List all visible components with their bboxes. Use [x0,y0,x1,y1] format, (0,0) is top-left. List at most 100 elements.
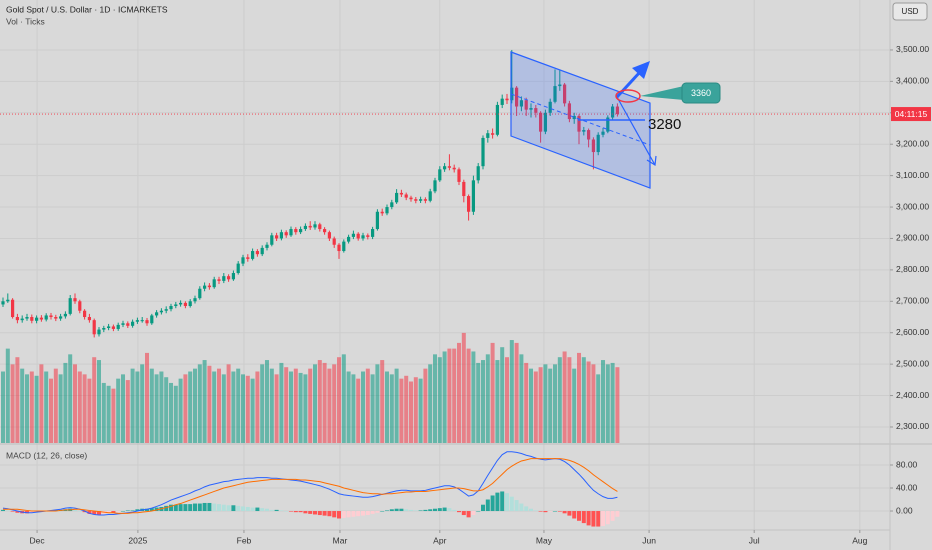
candle-body [582,130,586,132]
histogram-bar [53,509,58,512]
volume-bar [586,361,591,443]
histogram-bar [490,495,495,512]
histogram-bar [255,507,260,512]
histogram-bar [586,511,591,526]
volume-bar [63,362,68,443]
volume-bar [591,364,596,443]
candle-body [246,257,250,259]
volume-bar [308,368,313,443]
candle-body [577,115,581,132]
currency-label[interactable]: USD [902,7,919,16]
volume-bar [476,362,481,443]
volume-bar [73,364,78,443]
candle-body [303,225,308,230]
y-tick-label: 2,800.00 [896,264,929,274]
candle-body [419,199,423,201]
candle-body [596,134,600,153]
candle-body [59,316,63,319]
axes: 2,300.00 2,400.00 2,500.00 2,600.00 2,700.00… [30,44,931,545]
candle-body [615,106,620,115]
channel-midline [510,93,651,146]
histogram-bar [380,511,385,512]
histogram-bar [25,511,30,514]
volume-bar [284,367,289,443]
volume-bar [423,368,428,443]
y-tick-label: 2,300.00 [896,421,929,431]
histogram-bar [509,496,514,512]
currency-button[interactable] [892,2,928,21]
histogram-bar [87,511,92,514]
histogram-bar [289,511,294,512]
y-tick-label: 2,600.00 [896,327,929,337]
candle-body [159,310,164,313]
histogram-bar [250,507,255,512]
candle-body [467,196,471,212]
histogram-bar [5,510,10,512]
candle-body [97,329,101,335]
volume-bar [409,381,414,443]
histogram-bar [581,511,586,524]
candle-body [457,169,461,182]
histogram-bar [476,511,481,512]
candle-body [356,233,360,239]
candle-body [260,247,264,255]
histogram-bar [135,509,140,512]
volume-bar [15,357,20,443]
volume-bar [351,374,356,443]
histogram-bar [567,511,572,516]
volume-bar [260,364,265,443]
volume-bar [231,371,236,443]
histogram-bar [322,511,327,516]
histogram-bar [471,511,476,516]
candle-body [606,117,610,132]
x-tick-label: Mar [333,535,348,545]
candle-body [539,112,543,132]
histogram-bar [221,504,226,512]
candle-body [563,84,567,104]
candle-body [587,130,591,140]
volume-bar [548,368,553,443]
x-tick-label: Apr [433,535,446,545]
histogram-bar [519,503,524,512]
candle-body [495,104,500,135]
candle-body [231,273,236,280]
volume-bar [495,360,500,443]
histogram-bar [375,511,380,513]
volume-bar [385,371,390,443]
volume-bar [20,368,25,443]
candle-body [505,98,509,101]
volume-bar [188,371,193,443]
histogram-bar [433,508,438,512]
volume-bar [490,342,495,443]
volume-bar [452,348,457,443]
histogram-bar [533,510,538,512]
histogram-bar [457,511,462,513]
volume-bar [193,368,198,443]
candle-body [126,323,130,326]
histogram-bar [29,511,34,513]
volume-bar [601,360,606,443]
volume-bar [543,364,548,443]
candle-body [390,202,394,208]
volume-bar [135,371,140,443]
histogram-bar [572,511,577,519]
volume-bar [116,378,121,443]
volume-bar [255,371,260,443]
volume-bar [471,351,476,443]
macd-line [2,451,618,516]
volume-bar [34,375,39,443]
histogram-bar [149,508,154,512]
candle-body [251,251,255,259]
volume-bar [178,378,183,443]
candle-body [347,236,351,242]
volume-bar [332,364,337,443]
histogram-bar [169,504,174,512]
histogram-bar [341,511,346,518]
volume-bar [77,371,82,443]
volume-bar [217,368,222,443]
volume-bar [428,364,433,443]
histogram-bar [154,507,159,512]
candle-body [87,317,92,321]
